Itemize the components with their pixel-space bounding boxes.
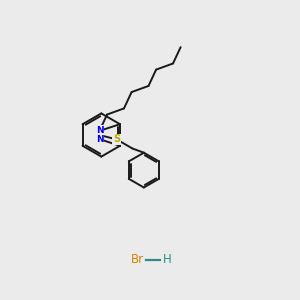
Text: Br: Br — [131, 253, 144, 266]
Text: H: H — [163, 253, 171, 266]
Text: S: S — [113, 134, 120, 145]
Text: N: N — [96, 126, 103, 135]
Text: N: N — [96, 135, 103, 144]
